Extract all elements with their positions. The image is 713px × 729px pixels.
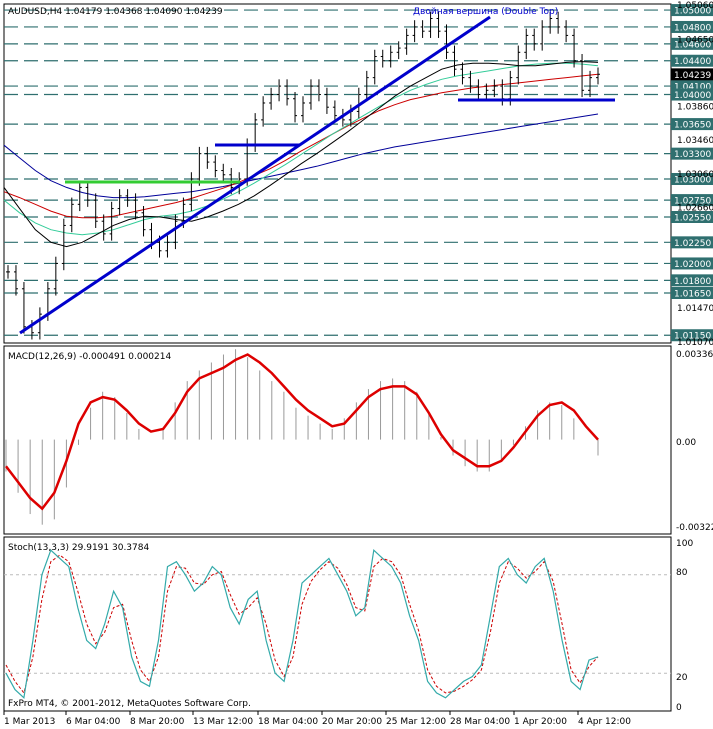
price-tick-label: 1.01470 (677, 304, 713, 314)
time-tick-label: 6 Mar 04:00 (66, 717, 121, 727)
price-tick-label: 1.02660 (677, 204, 713, 214)
stoch-k-line (5, 548, 599, 700)
price-tick-label: 1.03860 (677, 102, 713, 112)
level-label: 1.04100 (674, 83, 711, 93)
level-label: 1.02750 (674, 197, 711, 207)
level-label: 1.03000 (674, 175, 711, 185)
stoch-d-line (5, 554, 599, 695)
price-tick-label: 1.03460 (677, 136, 713, 146)
level-box (671, 147, 713, 160)
time-tick-label: 20 Mar 20:00 (322, 717, 382, 727)
level-label: 1.04000 (674, 91, 711, 101)
level-box (671, 257, 713, 270)
level-label: 1.01650 (674, 290, 711, 300)
price-tick-label: 1.03060 (677, 170, 713, 180)
macd-series (5, 349, 599, 525)
level-label: 1.05000 (674, 7, 711, 17)
macd-tick-bottom: -0.00322 (676, 523, 713, 533)
level-box (671, 118, 713, 131)
level-label: 1.02000 (674, 260, 711, 270)
level-box (671, 329, 713, 342)
stoch-tick-20: 20 (676, 673, 688, 683)
price-tick-label: 1.04650 (677, 36, 713, 46)
level-label: 1.03650 (674, 121, 711, 131)
time-tick-label: 8 Mar 20:00 (130, 717, 185, 727)
level-label: 1.04800 (674, 23, 711, 33)
level-box (671, 37, 713, 50)
level-box (671, 274, 713, 287)
macd-tick-top: 0.003367 (676, 350, 713, 360)
price-tick-label: 1.05060 (677, 1, 713, 11)
macd-pane (3, 345, 672, 535)
level-label: 1.02250 (674, 239, 711, 249)
time-tick-label: 13 Mar 12:00 (193, 717, 253, 727)
level-box (671, 88, 713, 101)
macd-header: MACD(12,26,9) -0.000491 0.000214 (8, 352, 171, 362)
ma-long-line (3, 113, 599, 199)
current-price-label: 1.04239 (674, 71, 711, 81)
main-header: AUDUSD,H4 1.04179 1.04368 1.04090 1.0423… (8, 7, 223, 17)
level-label: 1.02550 (674, 213, 711, 223)
time-tick-label: 4 Apr 12:00 (578, 717, 631, 727)
level-box (671, 54, 713, 67)
level-box (671, 287, 713, 300)
stoch-tick-100: 100 (676, 539, 693, 549)
level-label: 1.03300 (674, 150, 711, 160)
time-tick-label: 1 Mar 2013 (4, 717, 55, 727)
level-box (671, 194, 713, 207)
platform-credit: FxPro MT4, © 2001-2012, MetaQuotes Softw… (8, 699, 251, 709)
level-label: 1.04400 (674, 57, 711, 67)
level-box (671, 4, 713, 17)
time-axis: 1 Mar 2013 6 Mar 04:00 8 Mar 20:00 13 Mar 1… (3, 711, 631, 727)
stoch-header: Stoch(13,3,3) 29.9191 30.3784 (8, 543, 149, 553)
macd-signal-line (5, 353, 599, 511)
macd-tick-zero: 0.00 (676, 438, 696, 448)
price-series (3, 11, 600, 340)
price-axis: 1.05060 1.04650 1.04239 1.03860 1.03460 1.030… (671, 1, 713, 348)
stoch-tick-0: 0 (676, 703, 682, 713)
level-box (671, 236, 713, 249)
stoch-series (4, 548, 671, 700)
current-price-box (671, 68, 713, 81)
level-box (671, 172, 713, 185)
ma-fast-line (3, 61, 599, 248)
pattern-label: Двойная вершина (Double Top) (413, 7, 558, 17)
level-label: 1.04600 (674, 40, 711, 50)
time-tick-label: 25 Mar 12:00 (386, 717, 446, 727)
ma-mid-line (3, 62, 599, 236)
time-tick-label: 28 Mar 04:00 (450, 717, 510, 727)
time-tick-label: 1 Apr 20:00 (514, 717, 567, 727)
time-tick-label: 18 Mar 04:00 (258, 717, 318, 727)
price-tick-label: 1.01070 (677, 338, 713, 348)
stoch-tick-80: 80 (676, 568, 688, 578)
level-box (671, 20, 713, 33)
level-label: 1.01150 (674, 332, 711, 342)
stoch-pane (3, 536, 672, 712)
level-lines: 1.05000 1.04800 1.04600 1.04400 1.041001.040… (4, 4, 713, 342)
level-label: 1.01800 (674, 277, 711, 287)
level-box (671, 210, 713, 223)
ma-slow-line (3, 73, 599, 219)
uptrend-line (19, 15, 491, 335)
